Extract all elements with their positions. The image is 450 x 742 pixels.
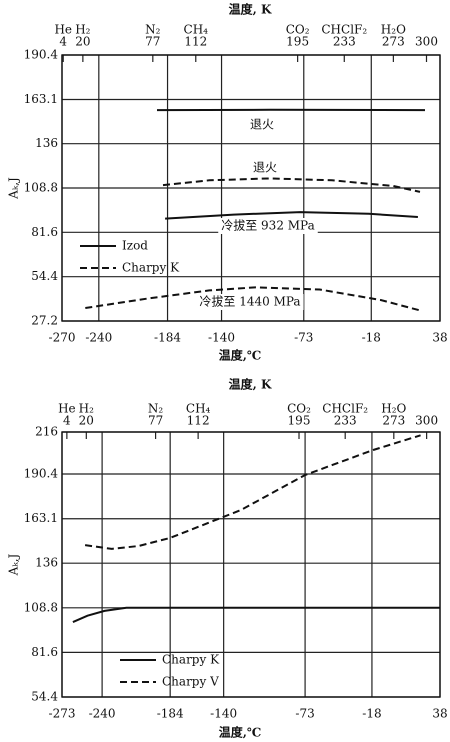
y-tick-label: 108.8	[24, 181, 58, 195]
top-tick-name: CH₄	[184, 23, 209, 37]
top-tick-label: 195	[288, 414, 311, 428]
legend-label: Charpy V	[162, 675, 219, 689]
top-tick-name: H₂	[79, 402, 94, 416]
top-tick-label: 20	[79, 414, 94, 428]
x-tick-label: -240	[89, 707, 116, 721]
x-axis-title: 温度,℃	[219, 348, 262, 363]
x-tick-label: -73	[294, 331, 313, 345]
y-axis-title: Aₖ,J	[7, 553, 21, 576]
annotation-bg	[246, 117, 278, 133]
annotation-bg	[218, 218, 318, 234]
top-tick-name: CO₂	[287, 402, 311, 416]
top-tick-label: 300	[415, 35, 438, 49]
top-tick-label: 112	[184, 35, 207, 49]
top-tick-name: N₂	[148, 402, 164, 416]
y-tick-label: 136	[35, 556, 58, 570]
top-tick-name: H₂O	[381, 23, 406, 37]
top-tick-name: CO₂	[286, 23, 310, 37]
annotation-bg	[196, 294, 304, 310]
x-tick-label: -184	[154, 331, 181, 345]
x-axis-title: 温度,℃	[219, 725, 262, 740]
top-tick-name: He	[58, 402, 76, 416]
top-tick-label: 233	[333, 35, 356, 49]
x-tick-label: -240	[85, 331, 112, 345]
x-tick-label: 38	[432, 331, 447, 345]
top-tick-label: 273	[382, 35, 405, 49]
y-tick-label: 163.1	[24, 511, 58, 525]
legend-label: Izod	[122, 239, 148, 253]
top-tick-label: 300	[415, 414, 438, 428]
top-tick-name: H₂	[75, 23, 90, 37]
annotation: 退火	[253, 161, 277, 175]
x-tick-label: -18	[362, 331, 381, 345]
top-tick-label: 233	[334, 414, 357, 428]
top-tick-label: 4	[59, 35, 67, 49]
top-tick-label: 4	[63, 414, 71, 428]
top-tick-label: 273	[382, 414, 405, 428]
y-tick-label: 190.4	[24, 48, 59, 62]
y-tick-label: 108.8	[24, 600, 58, 614]
x-tick-label: -273	[49, 707, 76, 721]
y-tick-label: 27.2	[31, 314, 58, 328]
top-tick-label: 77	[145, 35, 160, 49]
legend-label: Charpy K	[122, 261, 180, 275]
y-tick-label: 190.4	[24, 466, 59, 480]
top-tick-name: CH₄	[186, 402, 211, 416]
series-line	[72, 606, 440, 624]
x-tick-label: 38	[432, 707, 447, 721]
top-tick-label: 77	[148, 414, 163, 428]
x-tick-label: -140	[208, 331, 235, 345]
top-tick-label: 195	[286, 35, 309, 49]
top-tick-name: CHClF₂	[322, 402, 368, 416]
top-tick-name: N₂	[145, 23, 161, 37]
annotation: 冷拔至 1440 MPa	[199, 294, 300, 309]
series-line	[84, 434, 421, 550]
annotation: 退火	[250, 118, 274, 132]
x-tick-label: -73	[295, 707, 314, 721]
y-axis-title: Aₖ,J	[7, 177, 21, 200]
plot-frame	[61, 431, 441, 698]
top-tick-name: CHClF₂	[321, 23, 367, 37]
top-axis-title: 温度, K	[229, 377, 272, 392]
y-tick-label: 54.4	[31, 269, 58, 283]
x-tick-label: -184	[157, 707, 184, 721]
annotation: 冷拔至 932 MPa	[221, 218, 315, 233]
y-tick-label: 54.4	[31, 690, 58, 704]
y-tick-label: 163.1	[24, 92, 58, 106]
top-tick-label: 112	[187, 414, 210, 428]
x-tick-label: -140	[210, 707, 237, 721]
legend-label: Charpy K	[162, 653, 220, 667]
annotation-bg	[249, 160, 281, 176]
y-tick-label: 136	[35, 136, 58, 150]
series-line	[156, 108, 426, 220]
top-axis-title: 温度, K	[229, 2, 272, 17]
series-line	[85, 177, 421, 312]
top-tick-name: He	[54, 23, 72, 37]
y-tick-label: 216	[35, 425, 58, 439]
x-tick-label: -270	[49, 331, 76, 345]
top-tick-label: 20	[75, 35, 90, 49]
plot-frame	[61, 54, 441, 322]
y-tick-label: 81.6	[31, 645, 58, 659]
x-tick-label: -18	[362, 707, 381, 721]
y-tick-label: 81.6	[31, 225, 58, 239]
top-tick-name: H₂O	[381, 402, 406, 416]
